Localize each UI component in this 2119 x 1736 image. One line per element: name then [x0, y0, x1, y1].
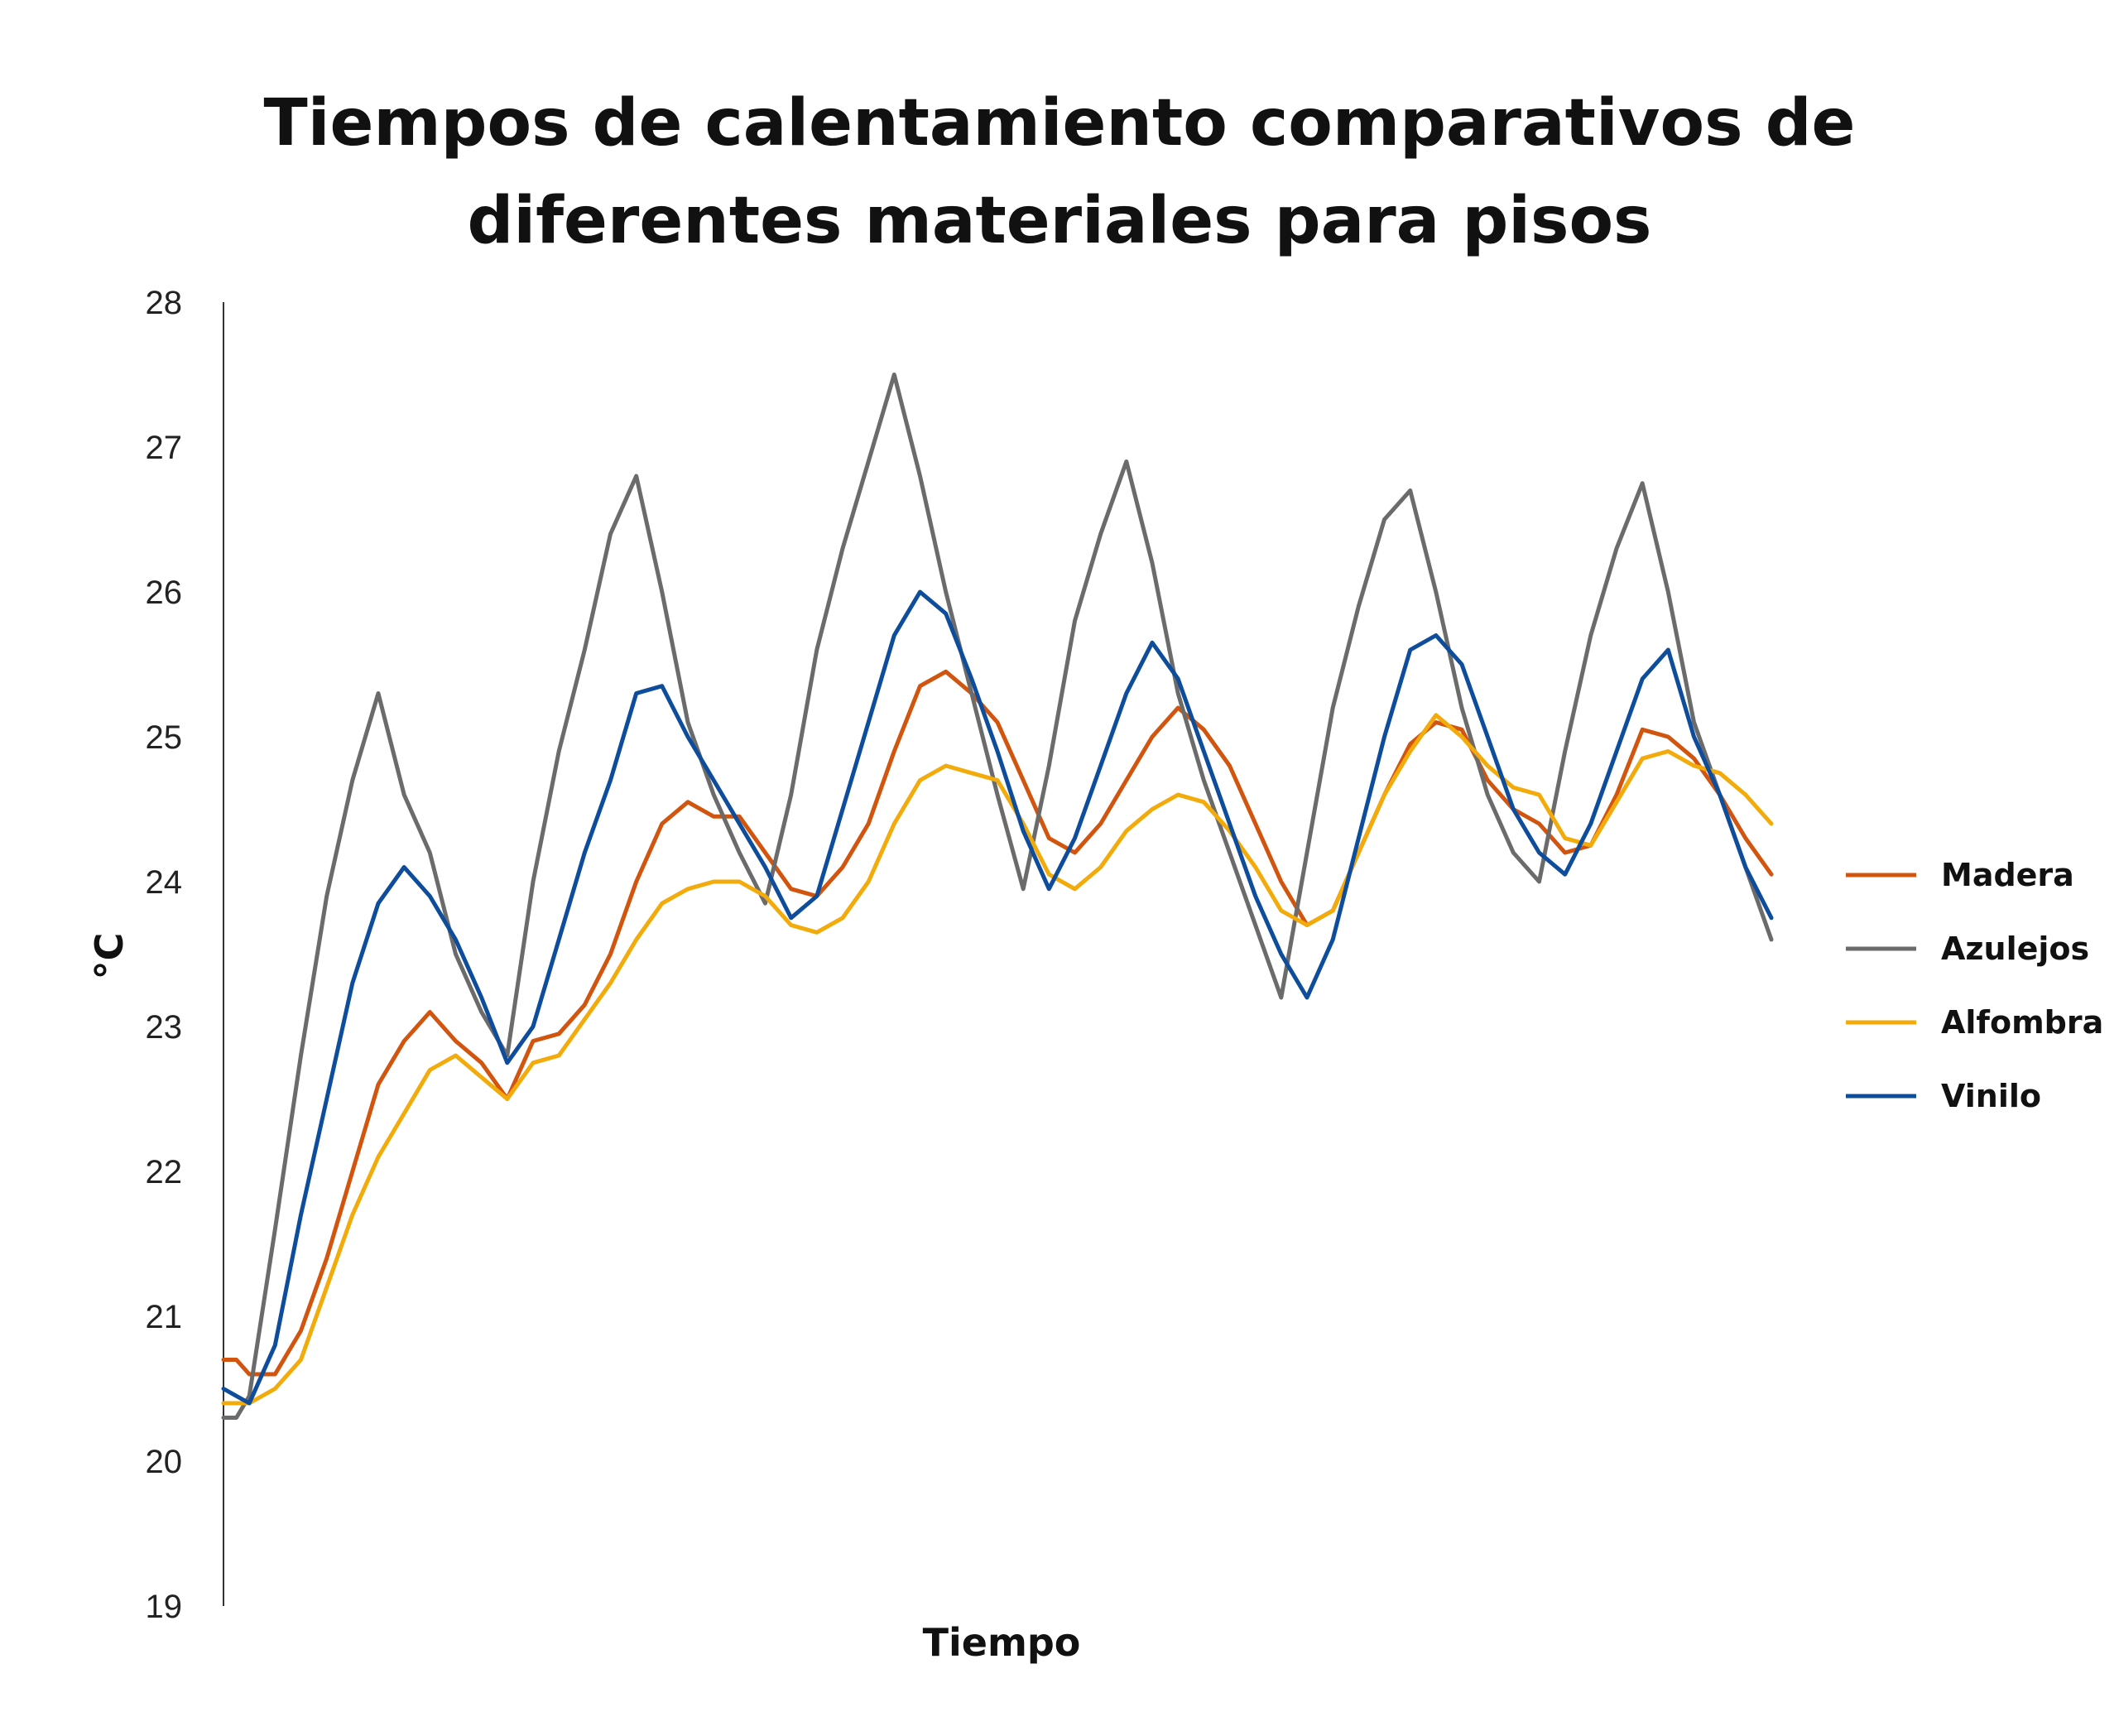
y-tick-label: 27	[146, 430, 183, 466]
y-tick-label: 20	[146, 1444, 183, 1480]
legend-label-vinilo: Vinilo	[1941, 1078, 2041, 1114]
series-line-azulejos	[221, 373, 1774, 1420]
y-tick-label: 21	[146, 1299, 183, 1335]
legend-label-madera: Madera	[1941, 857, 2074, 893]
y-tick-label: 25	[146, 719, 183, 756]
y-tick-label: 23	[146, 1009, 183, 1046]
series-line-vinilo	[221, 589, 1774, 1406]
series-lines	[221, 373, 1774, 1420]
chart-title: Tiempos de calentamiento comparativos de…	[263, 86, 1856, 258]
series-line-madera	[221, 669, 1774, 1377]
y-axis-title: °C	[87, 933, 132, 980]
x-axis-title: Tiempo	[923, 1620, 1081, 1665]
y-tick-label: 19	[146, 1589, 183, 1625]
y-tick-label: 24	[146, 864, 183, 901]
y-tick-label: 22	[146, 1154, 183, 1190]
y-tick-labels: 19 20 21 22 23 24 25 26 27 28	[146, 285, 183, 1625]
y-tick-label: 26	[146, 575, 183, 611]
legend: Madera Azulejos Alfombra Vinilo	[1846, 857, 2103, 1114]
y-tick-label: 28	[146, 285, 183, 321]
legend-label-alfombra: Alfombra	[1941, 1004, 2103, 1041]
legend-label-azulejos: Azulejos	[1941, 931, 2089, 967]
series-line-alfombra	[221, 713, 1774, 1406]
